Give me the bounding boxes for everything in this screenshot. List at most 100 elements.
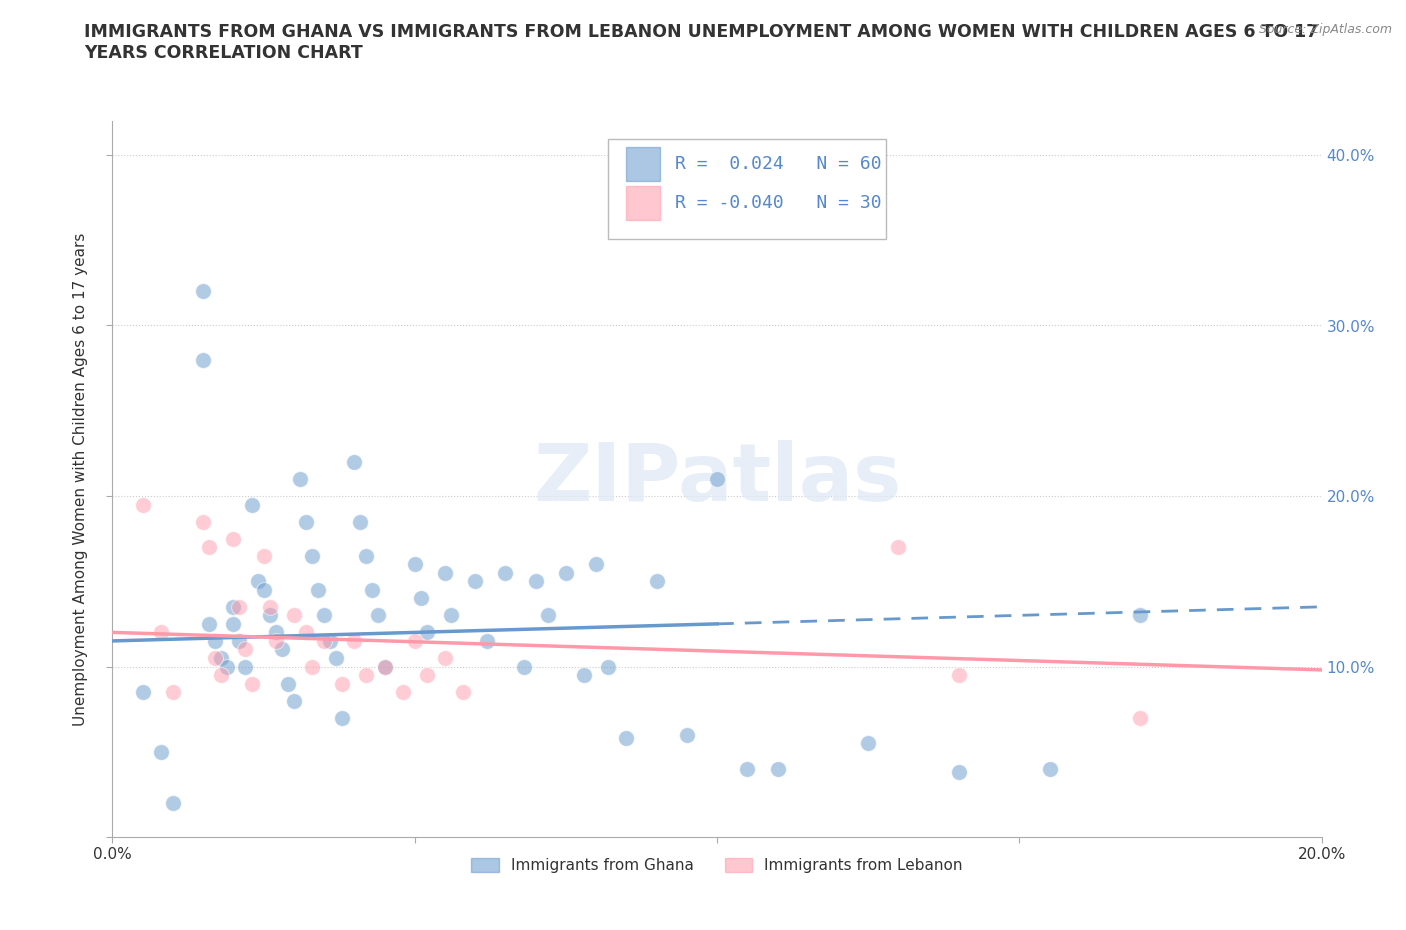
- Point: [330, 676, 353, 691]
- Point: [495, 565, 517, 580]
- Point: [307, 582, 329, 597]
- Point: [554, 565, 576, 580]
- Y-axis label: Unemployment Among Women with Children Ages 6 to 17 years: Unemployment Among Women with Children A…: [73, 232, 89, 725]
- Point: [409, 591, 432, 605]
- Text: Source: ZipAtlas.com: Source: ZipAtlas.com: [1258, 23, 1392, 36]
- Point: [228, 633, 250, 648]
- Point: [433, 651, 456, 666]
- Point: [585, 557, 607, 572]
- Point: [222, 531, 245, 546]
- Point: [706, 472, 728, 486]
- Point: [477, 633, 499, 648]
- Point: [277, 676, 299, 691]
- FancyBboxPatch shape: [626, 186, 661, 220]
- Text: ZIPatlas: ZIPatlas: [533, 440, 901, 518]
- Point: [598, 659, 620, 674]
- Point: [356, 668, 378, 683]
- Point: [191, 514, 214, 529]
- Point: [162, 684, 184, 699]
- Point: [433, 565, 456, 580]
- Point: [512, 659, 534, 674]
- Point: [645, 574, 668, 589]
- Point: [217, 659, 239, 674]
- Point: [198, 617, 221, 631]
- Point: [416, 668, 439, 683]
- Point: [343, 633, 366, 648]
- Point: [537, 608, 560, 623]
- Point: [766, 762, 789, 777]
- Legend: Immigrants from Ghana, Immigrants from Lebanon: Immigrants from Ghana, Immigrants from L…: [465, 852, 969, 880]
- Point: [391, 684, 413, 699]
- Point: [295, 625, 318, 640]
- Point: [149, 744, 172, 759]
- Point: [246, 574, 269, 589]
- Point: [330, 711, 353, 725]
- Point: [264, 625, 287, 640]
- Point: [270, 642, 292, 657]
- Point: [149, 625, 172, 640]
- Point: [737, 762, 759, 777]
- Point: [253, 549, 276, 564]
- Text: R = -0.040   N = 30: R = -0.040 N = 30: [675, 194, 882, 212]
- Point: [259, 608, 281, 623]
- Point: [198, 539, 221, 554]
- Point: [162, 795, 184, 810]
- Point: [572, 668, 595, 683]
- Point: [451, 684, 474, 699]
- Text: IMMIGRANTS FROM GHANA VS IMMIGRANTS FROM LEBANON UNEMPLOYMENT AMONG WOMEN WITH C: IMMIGRANTS FROM GHANA VS IMMIGRANTS FROM…: [84, 23, 1319, 62]
- Point: [191, 284, 214, 299]
- Point: [416, 625, 439, 640]
- Point: [301, 549, 323, 564]
- Point: [440, 608, 463, 623]
- Point: [301, 659, 323, 674]
- Point: [1038, 762, 1062, 777]
- Point: [204, 651, 226, 666]
- Point: [361, 582, 384, 597]
- Point: [259, 600, 281, 615]
- Text: R =  0.024   N = 60: R = 0.024 N = 60: [675, 155, 882, 173]
- Point: [887, 539, 910, 554]
- Point: [253, 582, 276, 597]
- Point: [235, 659, 257, 674]
- Point: [264, 633, 287, 648]
- Point: [240, 676, 263, 691]
- Point: [325, 651, 347, 666]
- Point: [367, 608, 389, 623]
- Point: [524, 574, 547, 589]
- Point: [222, 600, 245, 615]
- Point: [222, 617, 245, 631]
- Point: [314, 633, 336, 648]
- Point: [283, 693, 305, 708]
- Point: [314, 608, 336, 623]
- Point: [349, 514, 371, 529]
- Point: [228, 600, 250, 615]
- Point: [204, 633, 226, 648]
- Point: [856, 736, 880, 751]
- Point: [295, 514, 318, 529]
- Point: [235, 642, 257, 657]
- Point: [240, 497, 263, 512]
- Point: [343, 455, 366, 470]
- FancyBboxPatch shape: [609, 139, 886, 239]
- Point: [283, 608, 305, 623]
- Point: [404, 633, 426, 648]
- Point: [132, 684, 155, 699]
- Point: [132, 497, 155, 512]
- Point: [191, 352, 214, 367]
- Point: [209, 651, 232, 666]
- Point: [616, 731, 638, 746]
- Point: [404, 557, 426, 572]
- Point: [374, 659, 396, 674]
- Point: [356, 549, 378, 564]
- Point: [209, 668, 232, 683]
- Point: [675, 727, 697, 742]
- Point: [948, 764, 970, 779]
- Point: [1129, 711, 1152, 725]
- Point: [374, 659, 396, 674]
- Point: [1129, 608, 1152, 623]
- Point: [319, 633, 342, 648]
- Point: [288, 472, 311, 486]
- FancyBboxPatch shape: [626, 147, 661, 181]
- Point: [948, 668, 970, 683]
- Point: [464, 574, 486, 589]
